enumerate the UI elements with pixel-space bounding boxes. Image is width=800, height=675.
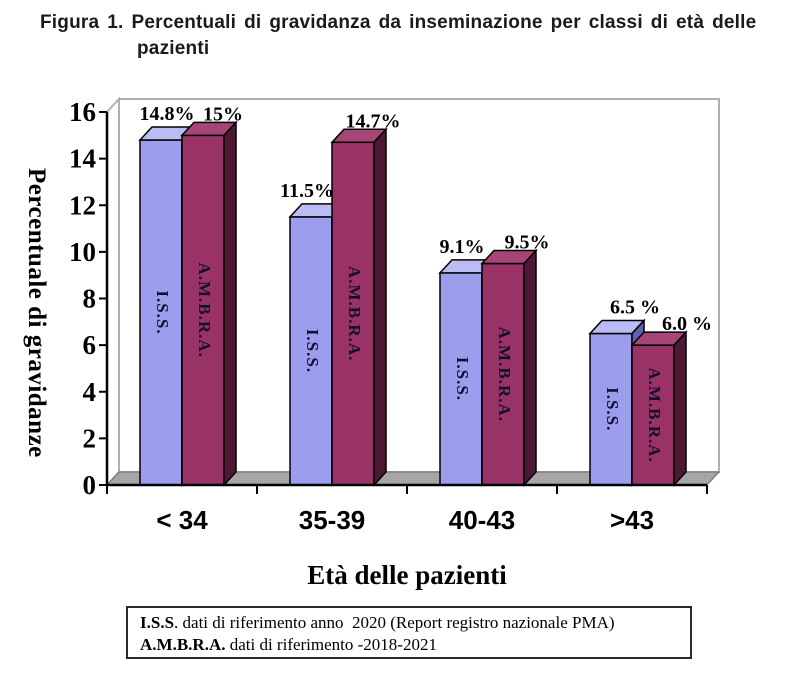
y-tick-label-14: 14 — [69, 144, 96, 174]
bar-side-A.M.B.R.A.-35-39 — [373, 127, 387, 487]
figure-caption-line1: Figura 1. Percentuali di gravidanza da i… — [40, 12, 757, 33]
y-tick-label-6: 6 — [83, 330, 97, 360]
bar-series-label-I.S.S.-< 34: I.S.S. — [153, 290, 172, 334]
y-tick-label-0: 0 — [83, 470, 97, 500]
bar-series-label-I.S.S.->43: I.S.S. — [603, 387, 622, 431]
y-tick-label-16: 16 — [69, 97, 96, 127]
bar-front-I.S.S.->43 — [589, 332, 633, 486]
figure-caption-line2: pazienti — [137, 38, 210, 59]
value-label-A.M.B.R.A.-35-39: 14.7% — [346, 110, 401, 132]
bar-front-A.M.B.R.A.-35-39 — [331, 141, 375, 486]
bar-series-label-I.S.S.-35-39: I.S.S. — [303, 329, 322, 373]
x-category-label->43: >43 — [610, 505, 654, 535]
value-label-I.S.S.-35-39: 11.5% — [280, 180, 334, 202]
x-category-label-< 34: < 34 — [156, 505, 208, 535]
y-tick-label-10: 10 — [69, 237, 96, 267]
y-tick-label-8: 8 — [83, 284, 97, 314]
x-category-label-35-39: 35-39 — [299, 505, 366, 535]
y-tick-label-2: 2 — [83, 423, 97, 453]
source-note-ambra-label: A.M.B.R.A. — [140, 635, 226, 654]
x-axis-title: Età delle pazienti — [307, 560, 507, 590]
bar-side-A.M.B.R.A.-< 34 — [223, 120, 237, 487]
bar-series-label-A.M.B.R.A.-40-43: A.M.B.R.A. — [495, 327, 514, 422]
bar-side-A.M.B.R.A.->43 — [673, 330, 687, 487]
bar-front-A.M.B.R.A.-< 34 — [181, 134, 225, 486]
value-label-I.S.S.->43: 6.5 % — [610, 296, 660, 318]
value-label-A.M.B.R.A.-< 34: 15% — [203, 103, 243, 125]
source-note-ambra-text: dati di riferimento -2018-2021 — [225, 635, 437, 654]
figure-caption: Figura 1. Percentuali di gravidanza da i… — [40, 10, 770, 62]
source-note-ambra: A.M.B.R.A. dati di riferimento -2018-202… — [140, 634, 690, 656]
y-tick-label-4: 4 — [83, 377, 97, 407]
value-label-I.S.S.-< 34: 14.8% — [140, 103, 195, 125]
value-label-A.M.B.R.A.-40-43: 9.5% — [505, 232, 550, 254]
y-tick-label-12: 12 — [69, 190, 96, 220]
x-category-label-40-43: 40-43 — [449, 505, 516, 535]
bar-side-A.M.B.R.A.-40-43 — [523, 248, 537, 487]
y-axis-title: Percentuale di gravidanze — [23, 167, 50, 458]
chart-side-wall — [106, 96, 120, 488]
source-note-iss-label: I.S.S — [140, 613, 175, 632]
pregnancy-rate-bar-chart: I.S.S. A.M.B.R.A. I.S.S. A.M.B.R.A. I.S.S. A.… — [69, 96, 721, 535]
bar-series-label-A.M.B.R.A.-< 34: A.M.B.R.A. — [195, 262, 214, 357]
bar-series-label-A.M.B.R.A.-35-39: A.M.B.R.A. — [345, 266, 364, 361]
value-label-I.S.S.-40-43: 9.1% — [440, 236, 485, 258]
source-note-iss-text: . dati di riferimento anno 2020 (Report … — [174, 613, 615, 632]
source-note-box: I.S.S. dati di riferimento anno 2020 (Re… — [126, 606, 692, 659]
value-label-A.M.B.R.A.->43: 6.0 % — [662, 313, 712, 335]
bar-series-label-A.M.B.R.A.->43: A.M.B.R.A. — [645, 367, 664, 462]
source-note-iss: I.S.S. dati di riferimento anno 2020 (Re… — [140, 612, 690, 634]
bar-series-label-I.S.S.-40-43: I.S.S. — [453, 357, 472, 401]
